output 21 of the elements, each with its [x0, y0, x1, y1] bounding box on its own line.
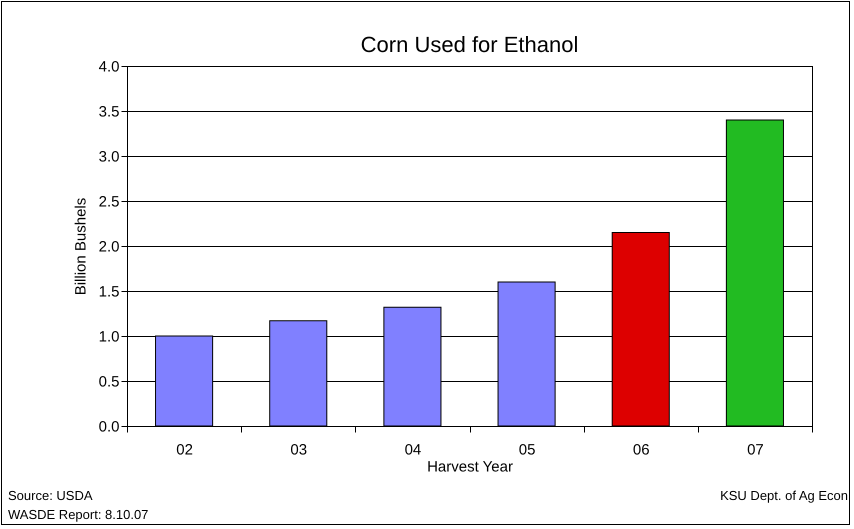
x-axis-title: Harvest Year: [427, 458, 513, 476]
text: WASDE Report: 8.10.07: [8, 507, 148, 522]
x-tick-label: 06: [632, 442, 650, 458]
text: KSU Dept. of Ag Econ: [720, 488, 848, 503]
y-tick-label: 2.5: [98, 194, 120, 210]
y-axis-title: Billion Bushels: [72, 198, 90, 296]
y-tick-label: 1.0: [98, 328, 120, 346]
y-tick-label: 4.0: [98, 58, 120, 76]
source-note: Source: USDA: [8, 488, 93, 503]
y-tick-label: 0.5: [98, 374, 120, 390]
x-tick-label: 04: [404, 442, 422, 458]
x-tick-label: 07: [747, 442, 764, 458]
y-tick-label: 3.0: [98, 148, 120, 166]
y-tick-label: 1.5: [98, 284, 120, 300]
y-tick-label: 0.0: [98, 418, 120, 436]
chart-title: Corn Used for Ethanol: [360, 32, 578, 57]
y-tick-label: 3.5: [98, 104, 120, 120]
y-tick-label: 2.0: [98, 238, 120, 256]
x-tick-label: 03: [290, 442, 308, 458]
x-tick-label: 05: [518, 442, 536, 458]
x-tick-label: 02: [176, 442, 193, 458]
